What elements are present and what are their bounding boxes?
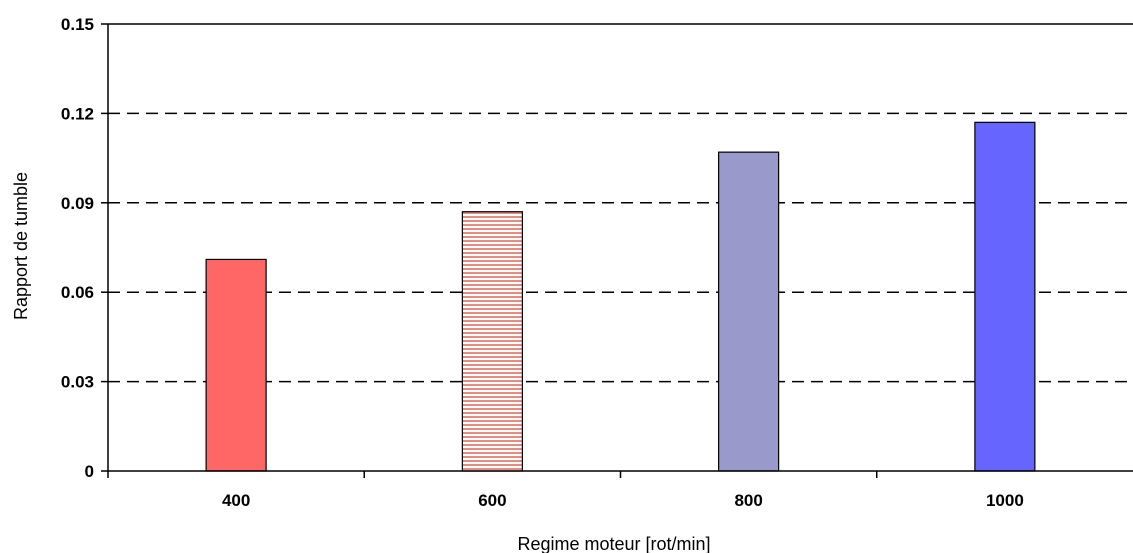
y-tick-labels: 0 0.03 0.06 0.09 0.12 0.15 <box>61 15 94 481</box>
bars <box>205 121 1036 472</box>
x-tick-label: 1000 <box>986 491 1024 510</box>
bar-600 <box>461 211 523 472</box>
x-tick-labels: 400 600 800 1000 <box>222 491 1024 510</box>
y-tick-label: 0 <box>85 462 94 481</box>
y-tick-label: 0.12 <box>61 104 94 123</box>
bar-1000 <box>974 121 1036 472</box>
x-tick-label: 400 <box>222 491 250 510</box>
x-tick-label: 800 <box>734 491 762 510</box>
y-tick-label: 0.09 <box>61 194 94 213</box>
bar-400 <box>205 258 267 472</box>
x-axis-label: Regime moteur [rot/min] <box>517 534 710 553</box>
y-tick-label: 0.06 <box>61 283 94 302</box>
x-tick-label: 600 <box>478 491 506 510</box>
bar-800 <box>718 151 780 472</box>
y-tick-label: 0.03 <box>61 373 94 392</box>
y-axis-label: Rapport de tumble <box>11 172 31 320</box>
axes <box>101 23 1133 478</box>
y-tick-label: 0.15 <box>61 15 94 34</box>
